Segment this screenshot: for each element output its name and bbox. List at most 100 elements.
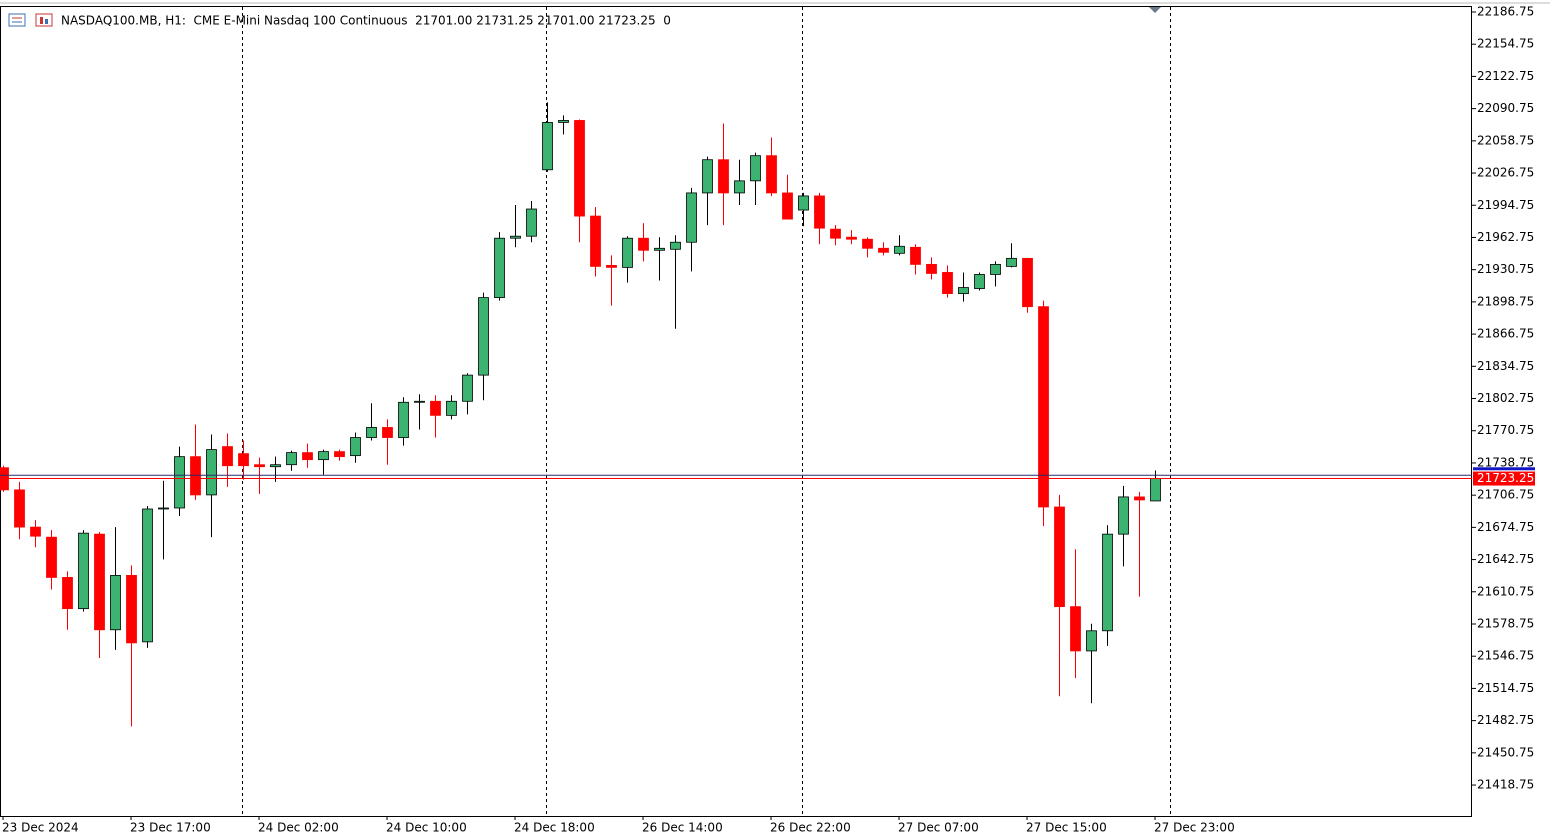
candle-body — [286, 452, 297, 466]
candle-body — [1038, 306, 1049, 508]
candle-body — [1102, 533, 1113, 632]
candle-body — [1134, 496, 1145, 501]
menu-icon[interactable] — [8, 13, 26, 27]
candle-body — [366, 427, 377, 438]
candle-body — [46, 536, 57, 578]
y-tick-label: 22186.75 — [1477, 4, 1534, 18]
candle-body — [462, 374, 473, 402]
symbol-icon-bar — [45, 19, 48, 24]
symbol-icon-bar — [40, 17, 43, 24]
candle-body — [926, 263, 937, 274]
candle-body — [1150, 478, 1161, 502]
candle-body — [190, 456, 201, 496]
candle-body — [142, 508, 153, 643]
y-tick-label: 21642.75 — [1477, 552, 1534, 566]
candle-body — [830, 228, 841, 239]
candle-body — [62, 577, 73, 610]
candle-body — [110, 575, 121, 631]
candle-body — [990, 263, 1001, 275]
candle-body — [606, 264, 617, 268]
candle-body — [846, 236, 857, 240]
y-tick-label: 22122.75 — [1477, 69, 1534, 83]
y-tick-label: 22154.75 — [1477, 37, 1534, 51]
y-tick-label: 21962.75 — [1477, 230, 1534, 244]
y-tick-label: 21930.75 — [1477, 262, 1534, 276]
candle-body — [1006, 257, 1017, 267]
candle-body — [334, 451, 345, 458]
candle-body — [14, 489, 25, 528]
y-tick-label: 21514.75 — [1477, 681, 1534, 695]
candle-body — [942, 272, 953, 294]
candle-body — [206, 449, 217, 496]
candle-body — [782, 192, 793, 220]
plot-frame — [0, 6, 1472, 817]
candle-body — [174, 456, 185, 509]
candle-body — [670, 241, 681, 250]
last-price-box — [1473, 471, 1535, 486]
chart-header: NASDAQ100.MB, H1: CME E-Mini Nasdaq 100 … — [61, 14, 671, 28]
candle-body — [446, 400, 457, 416]
candle-body — [910, 246, 921, 265]
day-separators — [242, 7, 1171, 816]
y-tick-label: 21738.75 — [1477, 455, 1534, 469]
candle-body — [814, 195, 825, 229]
y-tick-label: 22026.75 — [1477, 166, 1534, 180]
candle-body — [894, 245, 905, 254]
candle-body — [510, 235, 521, 239]
y-tick-label: 21674.75 — [1477, 520, 1534, 534]
candle-body — [638, 237, 649, 251]
candle-body — [542, 122, 553, 171]
candle-body — [766, 155, 777, 194]
x-tick-label: 24 Dec 10:00 — [386, 821, 467, 835]
candle-body — [318, 451, 329, 461]
y-tick-label: 21546.75 — [1477, 649, 1534, 663]
candle-body — [494, 237, 505, 299]
candle-body — [238, 453, 249, 467]
candle-body — [414, 400, 425, 403]
candle-body — [1022, 257, 1033, 308]
candle-body — [398, 401, 409, 438]
y-tick-label: 21610.75 — [1477, 584, 1534, 598]
candle-body — [270, 464, 281, 468]
candle-body — [78, 532, 89, 610]
y-tick-label: 21418.75 — [1477, 778, 1534, 792]
candle-body — [350, 437, 361, 457]
candle-body — [158, 507, 169, 510]
x-tick-label: 27 Dec 07:00 — [898, 821, 979, 835]
candle-body — [750, 155, 761, 182]
symbol-icon[interactable] — [35, 13, 53, 27]
y-tick-label: 22090.75 — [1477, 101, 1534, 115]
candle-body — [430, 400, 441, 416]
candle-body — [94, 533, 105, 631]
candle-body — [1054, 506, 1065, 608]
candle-body — [1086, 630, 1097, 652]
candle-body — [686, 192, 697, 243]
shift-marker[interactable] — [1149, 7, 1161, 13]
y-tick-label: 21866.75 — [1477, 327, 1534, 341]
candle-body — [654, 247, 665, 251]
y-tick-label: 21834.75 — [1477, 359, 1534, 373]
candle-body — [382, 427, 393, 438]
y-tick-label: 21482.75 — [1477, 713, 1534, 727]
y-tick-label: 21578.75 — [1477, 616, 1534, 630]
y-tick-label: 21450.75 — [1477, 745, 1534, 759]
candle-body — [958, 287, 969, 294]
candle-body — [1118, 496, 1129, 535]
candle-body — [862, 238, 873, 249]
y-tick-label: 21770.75 — [1477, 423, 1534, 437]
candle-body — [302, 452, 313, 461]
y-tick-label: 21706.75 — [1477, 488, 1534, 502]
x-tick-label: 24 Dec 02:00 — [258, 821, 339, 835]
candle-body — [1070, 606, 1081, 652]
y-tick-label: 21994.75 — [1477, 198, 1534, 212]
x-tick-label: 27 Dec 15:00 — [1026, 821, 1107, 835]
candle-body — [878, 247, 889, 253]
candle-body — [734, 180, 745, 194]
candle-body — [478, 297, 489, 376]
x-tick-label: 24 Dec 18:00 — [514, 821, 595, 835]
candle-body — [718, 159, 729, 194]
x-tick-label: 26 Dec 14:00 — [642, 821, 723, 835]
